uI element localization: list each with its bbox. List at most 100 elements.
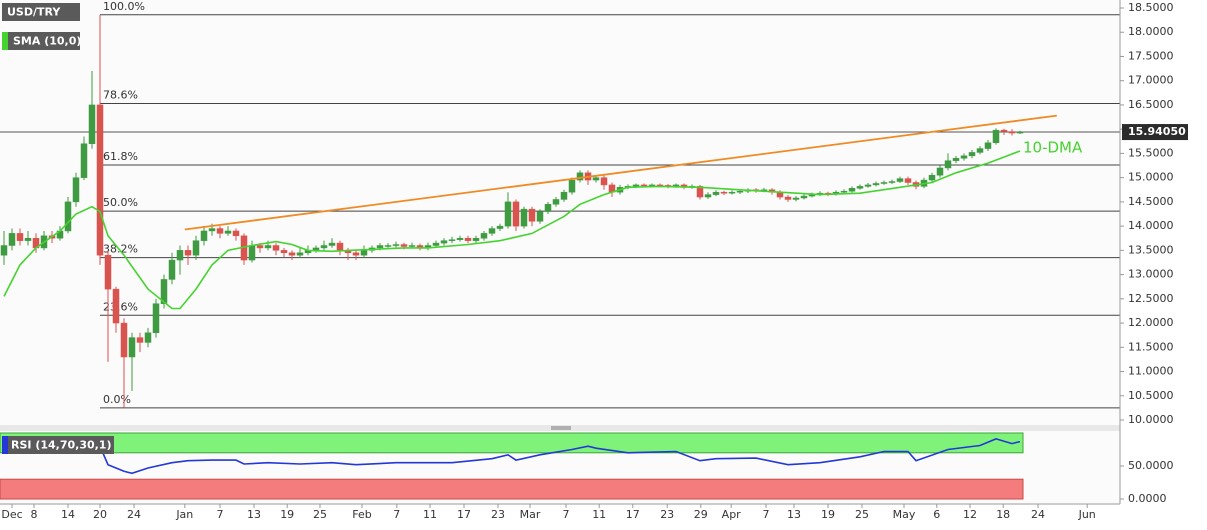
y-tick-label: 17.5000: [1128, 49, 1174, 62]
fib-label: 23.6%: [103, 300, 138, 313]
candle-body: [80, 143, 88, 178]
candle-body: [936, 167, 944, 176]
fib-label: 78.6%: [103, 88, 138, 101]
x-tick-label: 17: [457, 508, 471, 521]
y-tick-label: 11.0000: [1128, 365, 1174, 378]
last-price-box: [1122, 124, 1188, 141]
candle-body: [792, 197, 800, 200]
candle-body: [784, 196, 792, 200]
candle-body: [256, 245, 264, 249]
x-tick-label: 23: [491, 508, 505, 521]
legend-box: [2, 436, 114, 454]
candle-body: [880, 182, 888, 184]
candle-body: [352, 252, 360, 256]
x-tick-label: 24: [127, 508, 141, 521]
x-tick-label: 19: [280, 508, 294, 521]
oversold-band: [0, 478, 1024, 500]
trendline: [184, 114, 1057, 231]
candle-body: [800, 195, 808, 199]
candle-body: [560, 191, 568, 200]
y-tick-label: 15.0000: [1128, 171, 1174, 184]
candle-body: [904, 178, 912, 183]
x-tick-label: 17: [626, 508, 640, 521]
candle-body: [632, 184, 640, 187]
candle-body: [144, 332, 152, 343]
candle-body: [696, 186, 704, 198]
candle-body: [552, 199, 560, 205]
y-tick-label: 50.0000: [1128, 459, 1174, 472]
candle-body: [888, 181, 896, 183]
candle-body: [512, 201, 520, 227]
candle-body: [408, 245, 416, 247]
x-tick-label: Mar: [520, 508, 541, 521]
candle-body: [152, 303, 160, 334]
candle-body: [536, 211, 544, 222]
candle-body: [984, 142, 992, 149]
candle-body: [528, 208, 536, 222]
x-tick-label: 7: [393, 508, 400, 521]
candle-body: [432, 242, 440, 246]
candle-body: [896, 178, 904, 182]
y-tick-label: 12.0000: [1128, 316, 1174, 329]
candle-body: [16, 233, 24, 241]
candle-body: [856, 186, 864, 189]
candle-body: [88, 104, 96, 144]
x-tick-label: 8: [31, 508, 38, 521]
candle-body: [200, 230, 208, 241]
fib-label: 50.0%: [103, 196, 138, 209]
candle-body: [336, 242, 344, 251]
price-pane: [0, 0, 1120, 425]
legend-box: [2, 32, 80, 50]
candle-body: [248, 245, 256, 261]
x-tick-label: 25: [313, 508, 327, 521]
legend-label: USD/TRY: [7, 6, 61, 19]
candle-body: [640, 184, 648, 187]
x-tick-label: May: [893, 508, 916, 521]
candle-body: [216, 228, 224, 234]
candle-body: [720, 191, 728, 194]
candle-body: [864, 184, 872, 187]
x-tick-label: 20: [93, 508, 107, 521]
candle-body: [952, 158, 960, 161]
candle-body: [1016, 131, 1024, 134]
candle-body: [232, 230, 240, 237]
y-tick-label: 0.0000: [1128, 492, 1167, 505]
candle-body: [568, 179, 576, 193]
x-tick-label: 13: [787, 508, 801, 521]
candle-body: [728, 191, 736, 194]
candle-body: [96, 104, 104, 256]
x-tick-label: Apr: [722, 508, 742, 521]
fib-label: 100.0%: [103, 0, 145, 13]
candle-body: [960, 155, 968, 159]
y-tick-label: 14.5000: [1128, 195, 1174, 208]
candle-body: [224, 230, 232, 234]
y-tick-label: 10.5000: [1128, 389, 1174, 402]
legend-box: [2, 3, 80, 21]
candle-body: [704, 194, 712, 198]
y-tick-label: 18.0000: [1128, 25, 1174, 38]
x-tick-label: 7: [563, 508, 570, 521]
pane-separator: [0, 425, 1120, 431]
indicator-line: [3, 150, 1021, 310]
candle-body: [992, 129, 1000, 143]
candle-body: [296, 252, 304, 256]
candle-body: [384, 245, 392, 247]
x-tick-label: 29: [694, 508, 708, 521]
x-tick-label: 25: [855, 508, 869, 521]
x-tick-label: 11: [423, 508, 437, 521]
candle-body: [376, 245, 384, 249]
candle-body: [288, 252, 296, 256]
candle-body: [520, 208, 528, 227]
fib-label: 38.2%: [103, 243, 138, 256]
candle-body: [968, 152, 976, 157]
x-tick-label: 7: [763, 508, 770, 521]
candle-body: [328, 242, 336, 246]
x-tick-label: 12: [963, 508, 977, 521]
candle-body: [600, 177, 608, 186]
x-tick-label: 18: [996, 508, 1010, 521]
fib-label: 61.8%: [103, 150, 138, 163]
candle-body: [112, 288, 120, 324]
x-tick-label: Jan: [175, 508, 193, 521]
